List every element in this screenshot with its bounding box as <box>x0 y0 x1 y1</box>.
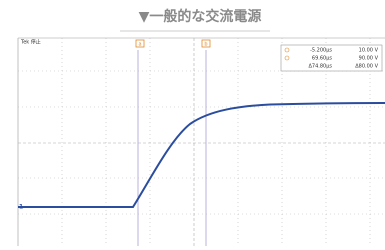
scope-screen: Tek 停止 a b 1 -5.200μs 10.00 V 69.60μs 90… <box>18 38 385 246</box>
screenshot: ▼一般的な交流電源 Tek 停止 a b 1 -5.200μs 10.00 V … <box>0 0 385 246</box>
readout-volt: 90.00 V <box>359 56 379 62</box>
readout-volt: Δ80.00 V <box>355 64 378 70</box>
cursor-b-label: b <box>204 42 207 48</box>
page-title: ▼一般的な交流電源 <box>139 8 262 25</box>
readout-volt: 10.00 V <box>359 48 379 54</box>
status-text: Tek 停止 <box>20 39 41 46</box>
readout-time: Δ74.80μs <box>308 64 332 70</box>
readout-time: -5.200μs <box>310 48 332 54</box>
readout-time: 69.60μs <box>312 56 332 62</box>
cursor-a-label: a <box>138 42 141 48</box>
channel-marker: 1 <box>19 204 23 211</box>
